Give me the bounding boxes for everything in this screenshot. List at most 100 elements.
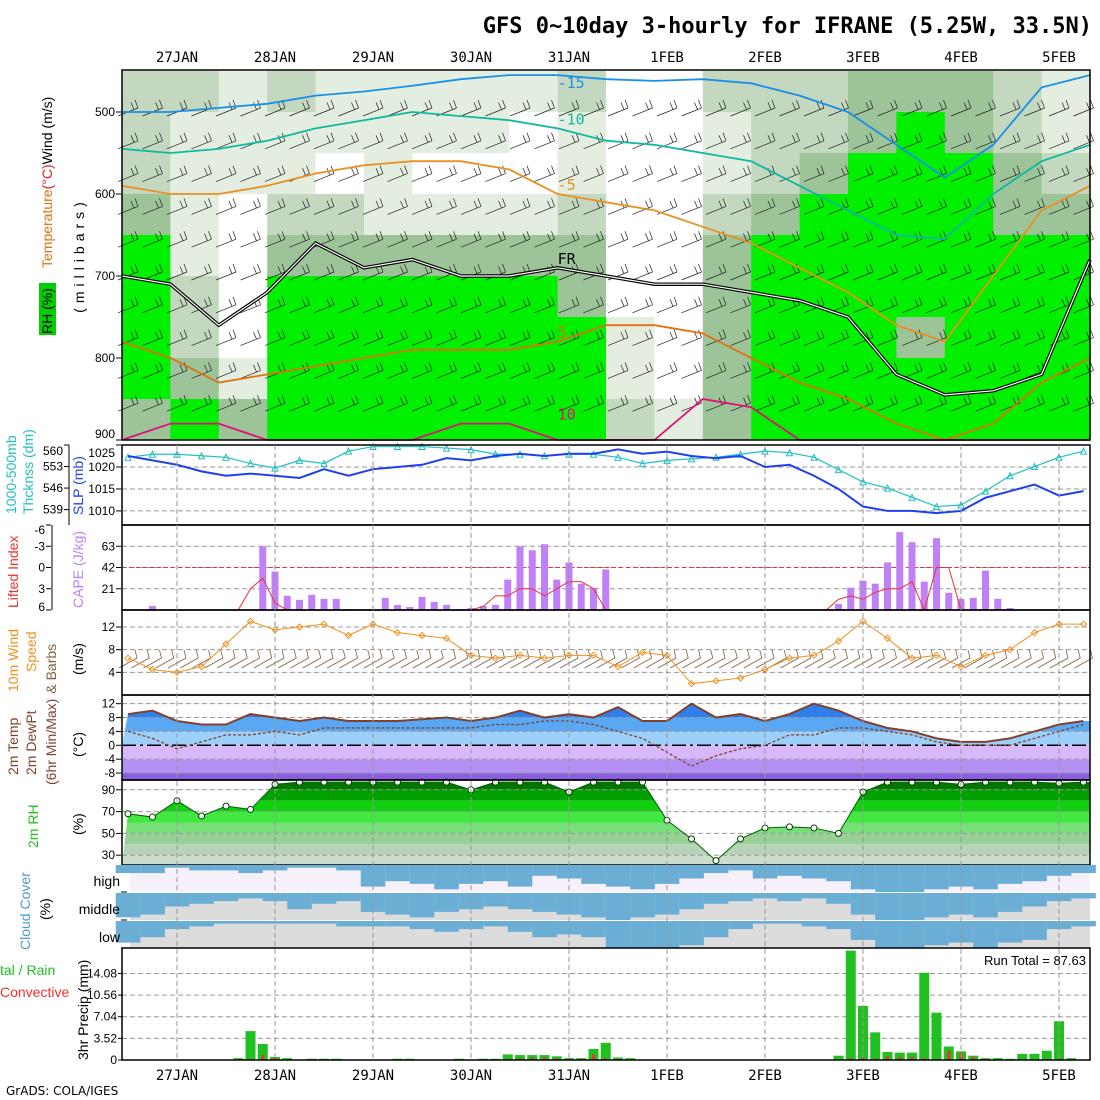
rh2m-label: 2m RH [25, 804, 41, 848]
rh-cell [218, 399, 268, 441]
cloud-bar [483, 893, 508, 907]
wind-barb [926, 329, 947, 346]
wind-barb [828, 132, 849, 150]
precip-total-bar [931, 1012, 942, 1060]
wind-barb [730, 198, 751, 215]
wind-barb [1024, 395, 1045, 412]
cloud-bar [1071, 865, 1096, 874]
rh-band [122, 789, 1090, 801]
surface-wind-barb [302, 649, 322, 669]
cloud-bar [703, 893, 729, 904]
cloud-bar [507, 921, 533, 932]
surface-wind-barb [192, 649, 211, 669]
wind-barb [191, 263, 212, 281]
surface-wind-barb [964, 649, 983, 669]
wind-barb [215, 296, 237, 314]
wind-speed-point [834, 637, 843, 645]
wind-barb [632, 296, 653, 314]
thickness-point [246, 459, 255, 467]
rh-cell [993, 276, 1043, 318]
cloud-bar [115, 865, 141, 874]
surface-wind-barb [645, 649, 665, 669]
cloud-bar [777, 893, 802, 902]
wind-barb [289, 99, 310, 117]
precip-total-bar [1017, 1053, 1028, 1060]
wind-barb [877, 296, 898, 314]
precip-total-bar [1029, 1053, 1040, 1060]
wind-barb [338, 395, 359, 412]
wind-speed-point [173, 668, 181, 677]
cape-bar [479, 605, 487, 610]
precip-total-bar [845, 950, 856, 1060]
rh-cell [218, 112, 268, 154]
wind-barb [705, 132, 727, 150]
cloud-bar [336, 893, 361, 902]
wind-barb [607, 296, 629, 314]
cloud-bar [483, 921, 508, 927]
surface-wind-barb [1000, 649, 1020, 669]
rh-cell [122, 153, 171, 195]
rh-cell [557, 112, 607, 154]
cape-bar [982, 570, 989, 610]
rh-cell [267, 276, 317, 318]
wind-barb [387, 395, 408, 412]
temp-band [122, 690, 1090, 704]
cape-bar [602, 569, 610, 610]
wind-barb [191, 395, 212, 412]
cloud-bar [948, 865, 974, 887]
wind-barb [460, 132, 482, 150]
surface-wind-barb [682, 649, 701, 669]
wind-speed-point [981, 651, 990, 660]
cloud-bar [654, 865, 680, 884]
cloud-bar [434, 865, 459, 890]
wind-barb [264, 165, 286, 182]
li-label: Lifted Index [5, 536, 21, 608]
wind-barb [950, 296, 972, 314]
wind-barb [166, 132, 188, 150]
wind-barb [215, 165, 237, 182]
isotherm--5 [121, 160, 1091, 343]
precip-convective-bar [543, 1057, 546, 1060]
wind-barb [730, 132, 751, 150]
wind-barb [803, 395, 825, 412]
rh-panel: 90 70 50 30 [102, 778, 1091, 866]
temp-tick: -4 [104, 752, 115, 766]
pressure-tick: 800 [95, 351, 115, 365]
precip-total-bar [625, 1058, 636, 1060]
rh-cell [315, 153, 365, 195]
precip-convective-bar [518, 1058, 522, 1060]
rh-cell [944, 399, 994, 441]
wind-barb [999, 329, 1021, 346]
surface-wind-barb [449, 649, 469, 669]
wind-speed-point [295, 623, 304, 631]
wind-barb [362, 231, 384, 248]
wind-barb [485, 296, 506, 314]
wind-barb [681, 165, 702, 182]
cape-bar [590, 587, 597, 610]
wind-barb [975, 362, 996, 379]
rh-cell [122, 71, 171, 113]
temp-line [127, 702, 1084, 743]
surface-wind-barb [853, 649, 873, 669]
surface-wind-barb [167, 649, 187, 669]
cloud-bar [924, 893, 949, 918]
temperature-unit-label: (°C) [39, 164, 55, 189]
wind-barb [460, 296, 482, 314]
wind-tick: 8 [108, 643, 115, 657]
wind-speed-point [540, 654, 549, 662]
surface-wind-barb [290, 649, 309, 669]
surface-wind-barb [400, 649, 420, 669]
wind-barb [362, 198, 384, 215]
wind-barb [632, 198, 653, 215]
cape-bar [969, 597, 977, 610]
cape-bar [957, 598, 965, 610]
precip-tick: 3.52 [94, 1031, 118, 1045]
wind-barb [411, 362, 433, 379]
cloud-bar [728, 893, 753, 902]
rh-cell [848, 235, 897, 277]
cloud-bar [507, 865, 533, 887]
wind-barb [632, 99, 653, 117]
thickness-point [834, 465, 843, 474]
surface-wind-barb [755, 649, 775, 669]
wind-barb [730, 395, 751, 412]
